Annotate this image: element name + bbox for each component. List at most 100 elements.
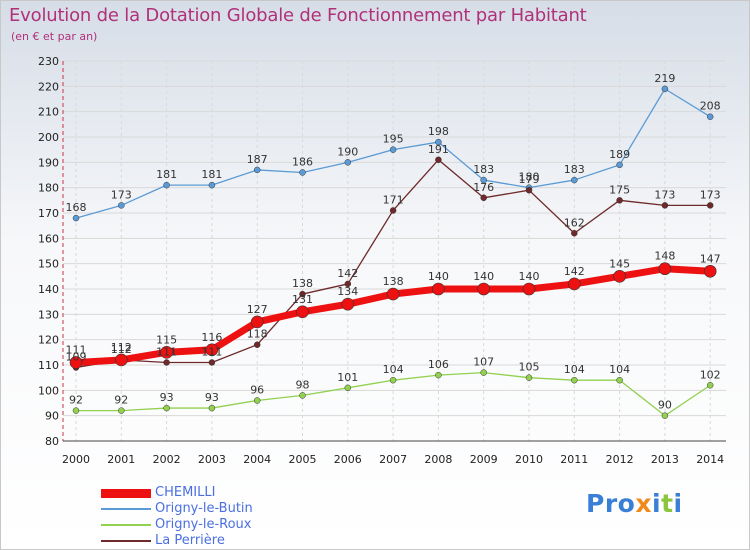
legend-label: Origny-le-Roux <box>155 517 252 532</box>
data-label: 140 <box>428 270 449 283</box>
y-tick-label: 180 <box>38 182 59 195</box>
data-label: 168 <box>66 201 87 214</box>
data-label: 111 <box>156 345 177 358</box>
legend: CHEMILLI Origny-le-Butin Origny-le-Roux La … <box>101 485 253 549</box>
data-point <box>253 166 261 174</box>
data-label: 96 <box>250 383 264 396</box>
data-label: 90 <box>658 399 672 412</box>
x-tick-label: 2007 <box>379 453 407 466</box>
data-point <box>205 343 219 357</box>
x-tick-label: 2000 <box>62 453 90 466</box>
data-label: 208 <box>700 100 721 113</box>
data-label: 181 <box>156 168 177 181</box>
y-tick-label: 80 <box>45 435 59 448</box>
y-tick-label: 100 <box>38 384 59 397</box>
data-point <box>299 392 306 399</box>
data-label: 142 <box>337 267 358 280</box>
data-point <box>163 359 170 366</box>
data-point <box>613 270 626 283</box>
data-point <box>118 407 125 414</box>
data-label: 102 <box>700 368 721 381</box>
legend-item: Origny-le-Roux <box>101 517 253 533</box>
line-chart: 8090100110120130140150160170180190200210… <box>38 55 726 466</box>
data-point <box>525 186 533 194</box>
x-tick-label: 2009 <box>470 453 498 466</box>
data-label: 190 <box>337 145 358 158</box>
data-label: 111 <box>66 343 87 356</box>
data-point <box>435 156 442 164</box>
data-point <box>299 290 306 298</box>
data-label: 145 <box>609 257 630 270</box>
data-label: 112 <box>111 341 132 354</box>
data-label: 173 <box>654 188 675 201</box>
legend-label: CHEMILLI <box>155 485 216 500</box>
data-label: 93 <box>205 391 219 404</box>
data-label: 104 <box>609 363 630 376</box>
data-label: 118 <box>247 328 268 341</box>
data-point <box>253 341 261 348</box>
x-tick-label: 2011 <box>560 453 588 466</box>
proxiti-logo: Proxiti <box>586 489 683 518</box>
logo-letter: r <box>604 489 618 518</box>
data-label: 115 <box>156 333 177 346</box>
data-point <box>208 359 216 366</box>
series-0 <box>72 85 714 222</box>
data-point <box>344 280 352 288</box>
data-label: 142 <box>564 265 585 278</box>
data-point <box>616 376 623 384</box>
data-label: 148 <box>654 250 675 263</box>
data-label: 176 <box>473 181 494 194</box>
y-tick-label: 170 <box>38 207 59 220</box>
data-label: 147 <box>700 252 721 265</box>
axes: 8090100110120130140150160170180190200210… <box>38 55 726 466</box>
x-tick-label: 2014 <box>696 453 724 466</box>
data-label: 180 <box>519 171 540 184</box>
data-label: 189 <box>609 148 630 161</box>
series-1 <box>72 369 714 419</box>
data-label: 140 <box>473 270 494 283</box>
data-label: 101 <box>337 371 358 384</box>
data-label: 106 <box>428 358 449 371</box>
chart-subtitle: (en € et par an) <box>11 30 98 43</box>
data-point <box>480 176 487 184</box>
data-point <box>706 113 714 120</box>
data-label: 93 <box>160 391 174 404</box>
y-tick-label: 210 <box>38 106 59 119</box>
data-label: 107 <box>473 356 494 369</box>
data-label: 171 <box>383 193 404 206</box>
y-tick-label: 130 <box>38 308 59 321</box>
data-point <box>69 356 83 369</box>
data-point <box>525 374 533 381</box>
data-point <box>435 371 442 379</box>
data-point <box>118 202 125 209</box>
data-point <box>160 346 173 359</box>
y-tick-label: 90 <box>45 410 59 423</box>
data-label: 138 <box>383 275 404 288</box>
data-point <box>250 315 264 329</box>
logo-letter: i <box>673 489 683 518</box>
data-point <box>389 376 397 384</box>
data-point <box>115 353 128 367</box>
y-tick-label: 220 <box>38 80 59 93</box>
data-point <box>658 262 672 276</box>
legend-swatch <box>101 508 151 510</box>
data-point <box>706 382 714 389</box>
data-point <box>299 169 306 176</box>
y-tick-label: 120 <box>38 334 59 347</box>
y-tick-label: 200 <box>38 131 59 144</box>
data-label: 162 <box>564 216 585 229</box>
logo-letter: o <box>617 489 636 518</box>
data-point <box>432 282 445 296</box>
x-tick-label: 2012 <box>606 453 634 466</box>
x-tick-label: 2003 <box>198 453 226 466</box>
data-label: 198 <box>428 125 449 138</box>
data-point <box>386 287 400 301</box>
legend-swatch <box>101 488 151 498</box>
data-label: 173 <box>700 188 721 201</box>
data-point <box>341 297 355 311</box>
legend-label: Origny-le-Butin <box>155 501 253 516</box>
data-point <box>163 404 170 412</box>
data-point <box>296 305 309 319</box>
y-tick-label: 190 <box>38 156 59 169</box>
data-point <box>389 207 397 214</box>
